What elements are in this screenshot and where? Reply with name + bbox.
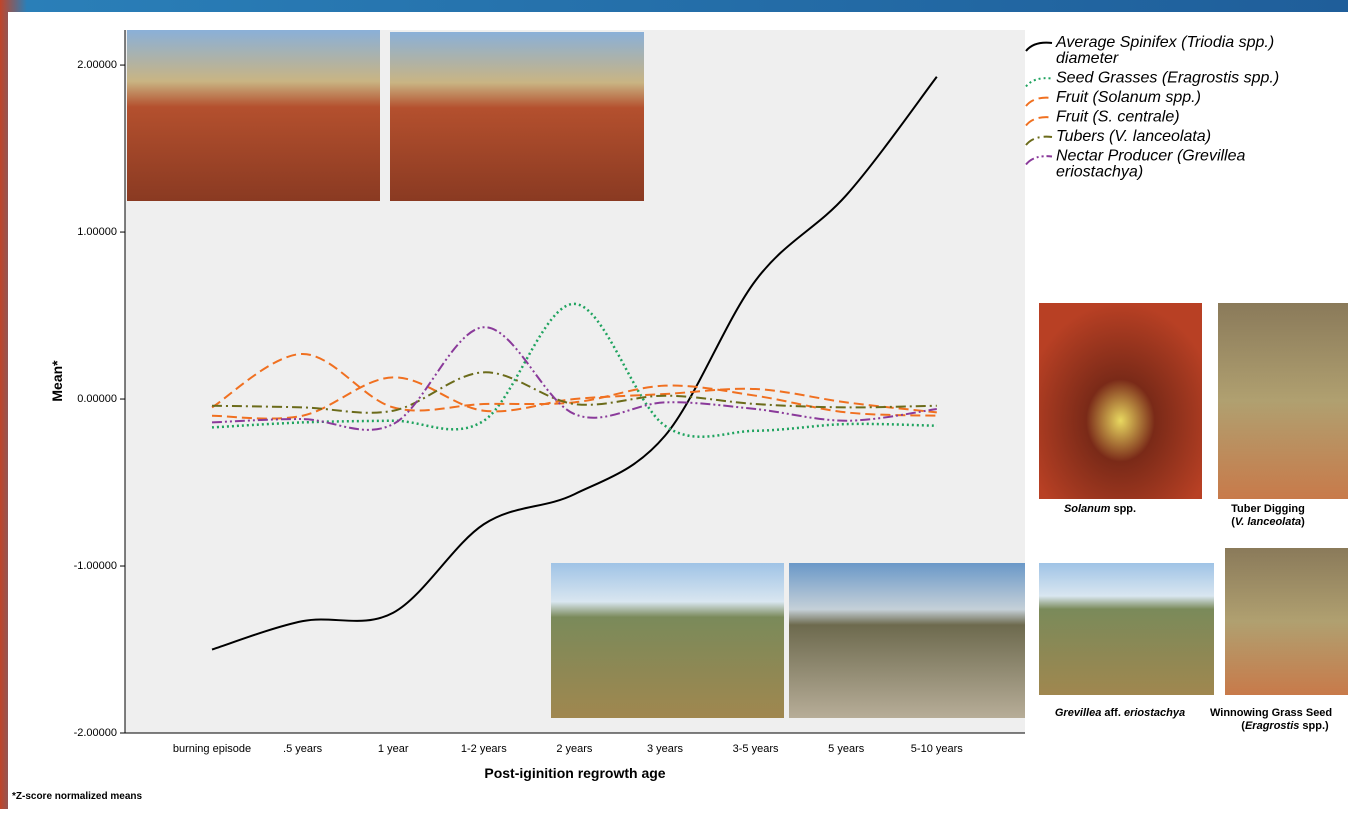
photo bbox=[1039, 563, 1214, 695]
caption-part: Solanum bbox=[1064, 503, 1111, 515]
caption-part: Grevillea bbox=[1055, 707, 1101, 719]
y-tick-label: 1.00000 bbox=[77, 226, 117, 238]
x-tick-label: 5-10 years bbox=[911, 743, 963, 755]
y-tick-label: 2.00000 bbox=[77, 59, 117, 71]
caption-part: eriostachya bbox=[1124, 707, 1185, 719]
caption: (Eragrostis spp.) bbox=[1241, 720, 1329, 732]
legend-label: Fruit (Solanum spp.) bbox=[1056, 89, 1201, 106]
x-tick-label: 1-2 years bbox=[461, 743, 507, 755]
photo bbox=[551, 563, 784, 718]
photo bbox=[1225, 548, 1348, 695]
y-tick-label: 0.00000 bbox=[77, 393, 117, 405]
caption-part: spp. bbox=[1110, 503, 1136, 515]
x-tick-label: 2 years bbox=[556, 743, 593, 755]
caption-part: aff. bbox=[1101, 707, 1124, 719]
photo bbox=[390, 32, 644, 201]
x-tick-label: 5 years bbox=[828, 743, 865, 755]
footnote: *Z-score normalized means bbox=[12, 791, 142, 802]
x-tick-label: burning episode bbox=[173, 743, 251, 755]
chart: Mean* Post-iginition regrowth age *Z-sco… bbox=[0, 0, 1348, 809]
photo bbox=[1039, 303, 1202, 499]
legend-label: Seed Grasses (Eragrostis spp.) bbox=[1056, 70, 1279, 87]
caption-part: V. lanceolata bbox=[1235, 516, 1301, 528]
photo bbox=[789, 563, 1025, 718]
x-axis-label: Post-iginition regrowth age bbox=[484, 765, 665, 781]
x-tick-label: 1 year bbox=[378, 743, 409, 755]
caption: Solanum spp. bbox=[1064, 503, 1136, 515]
y-axis-label: Mean* bbox=[49, 360, 65, 402]
caption-part: spp.) bbox=[1299, 720, 1329, 732]
legend-label: Tubers (V. lanceolata) bbox=[1056, 128, 1211, 145]
caption-part: ) bbox=[1301, 516, 1305, 528]
photo bbox=[1218, 303, 1348, 499]
x-tick-label: 3-5 years bbox=[733, 743, 779, 755]
y-tick-label: -2.00000 bbox=[74, 727, 117, 739]
caption: Winnowing Grass Seed bbox=[1210, 707, 1332, 719]
x-tick-label: .5 years bbox=[283, 743, 323, 755]
legend-label: Fruit (S. centrale) bbox=[1056, 109, 1180, 126]
caption: Tuber Digging bbox=[1231, 503, 1305, 515]
page: Mean* Post-iginition regrowth age *Z-sco… bbox=[0, 0, 1348, 809]
photo bbox=[127, 30, 380, 201]
x-tick-label: 3 years bbox=[647, 743, 684, 755]
caption-part: Eragrostis bbox=[1245, 720, 1299, 732]
caption: Grevillea aff. eriostachya bbox=[1055, 707, 1185, 719]
y-tick-label: -1.00000 bbox=[74, 560, 117, 572]
caption: (V. lanceolata) bbox=[1231, 516, 1305, 528]
